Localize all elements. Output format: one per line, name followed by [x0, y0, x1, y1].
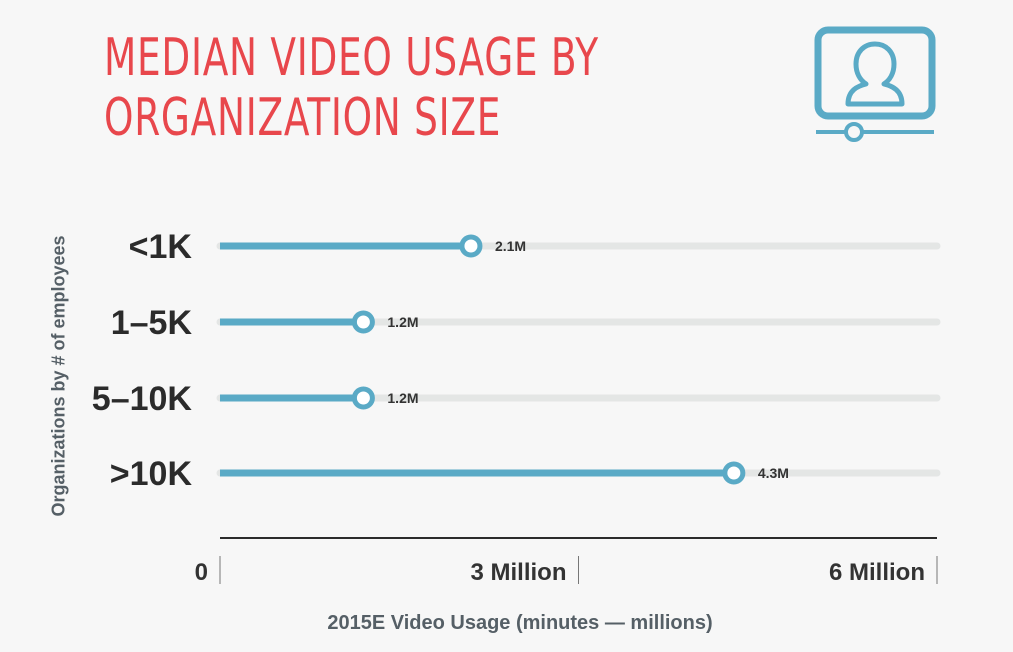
category-label: 1–5K [111, 304, 193, 342]
category-label: 5–10K [92, 380, 193, 418]
x-tick-label: 3 Million [471, 559, 567, 586]
x-tick-label: 0 [195, 559, 208, 586]
data-label: 1.2M [387, 314, 418, 330]
category-label: <1K [129, 228, 193, 266]
video-presenter-icon [812, 24, 938, 146]
category-label: >10K [110, 455, 193, 493]
x-axis-title: 2015E Video Usage (minutes — millions) [327, 612, 713, 634]
bar-marker [459, 234, 483, 258]
data-label: 4.3M [758, 465, 789, 481]
chart-title: MEDIAN VIDEO USAGE BY ORGANIZATION SIZE [104, 28, 599, 148]
bar-marker [351, 386, 375, 410]
chart-title-line-2: ORGANIZATION SIZE [104, 88, 502, 148]
bar-marker [722, 461, 746, 485]
data-label: 1.2M [387, 390, 418, 406]
bar-marker [351, 310, 375, 334]
x-tick-label: 6 Million [829, 559, 925, 586]
data-label: 2.1M [495, 238, 526, 254]
y-axis-title: Organizations by # of employees [48, 235, 69, 517]
chart-title-line-1: MEDIAN VIDEO USAGE BY [104, 28, 599, 88]
